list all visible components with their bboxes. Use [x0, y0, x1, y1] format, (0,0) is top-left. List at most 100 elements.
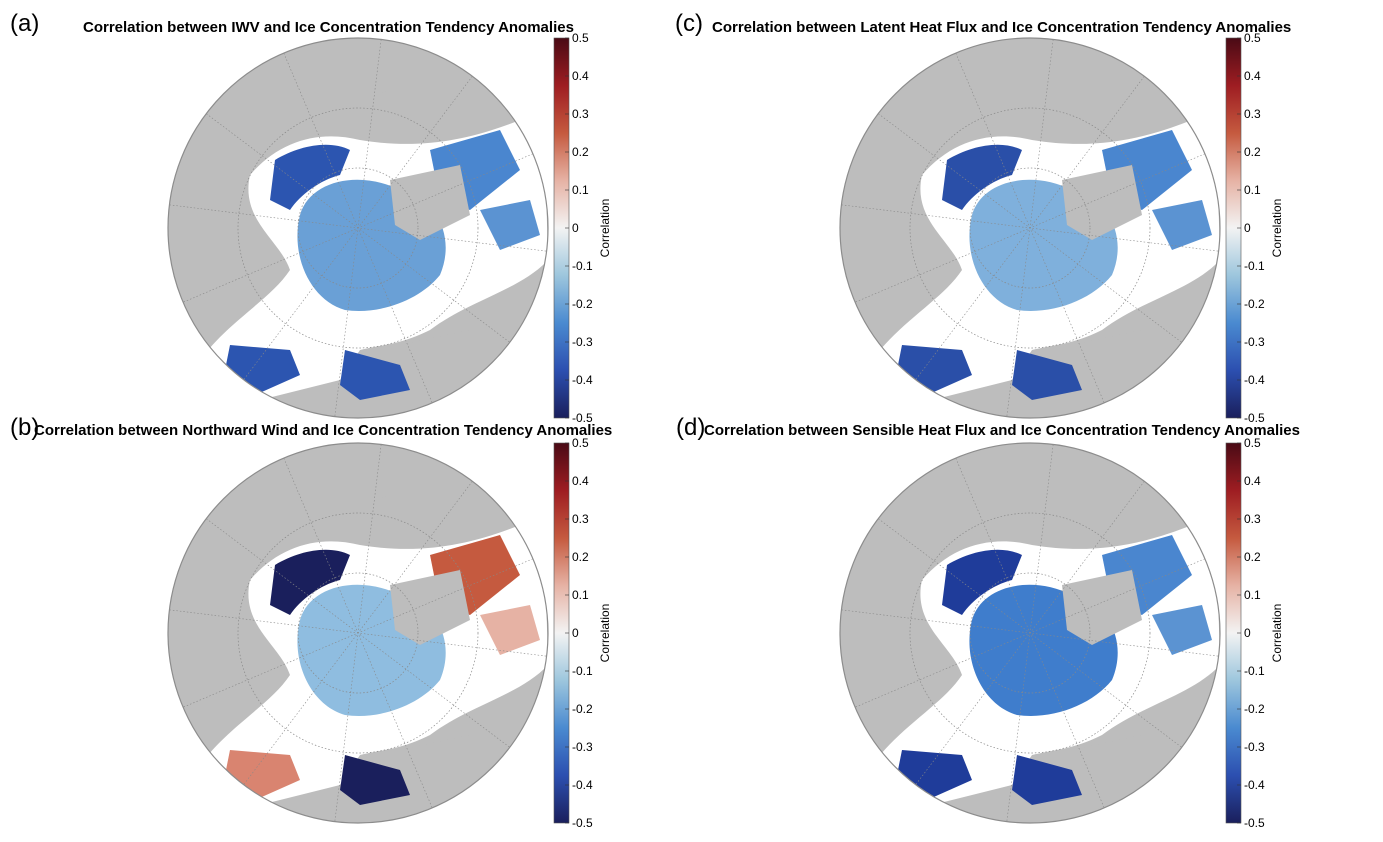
central-land	[390, 165, 470, 240]
colorbar-tick-label: 0.1	[572, 183, 589, 197]
svalbard-land	[370, 58, 395, 95]
latitude-circle	[909, 107, 1151, 349]
colorbar-tick-label: -0.4	[572, 778, 593, 792]
panel-title: Correlation between IWV and Ice Concentr…	[83, 19, 574, 36]
svalbard-land	[1042, 463, 1067, 500]
polar-map-a: 0.5 0.4 0.3 0.2 0.1 0 -0.1 -0.2 -0.3 -0.4 -0.5 Corr…	[167, 31, 612, 425]
svalbard-land	[1042, 58, 1067, 95]
colorbar-tick-label: -0.4	[1244, 373, 1265, 387]
okhotsk-field	[480, 605, 540, 655]
colorbar-tick-label: 0.5	[1244, 436, 1261, 450]
polar-map-c: 0.5 0.4 0.3 0.2 0.1 0 -0.1 -0.2 -0.3 -0.4 -0.5 Corr…	[839, 31, 1284, 425]
latitude-circle	[909, 512, 1151, 754]
colorbar-tick-label: -0.1	[1244, 259, 1265, 273]
colorbar-tick-label: -0.5	[572, 411, 593, 425]
panel-title: Correlation between Latent Heat Flux and…	[712, 19, 1292, 36]
colorbar-tick-label: -0.3	[572, 740, 593, 754]
okhotsk-field	[1152, 605, 1212, 655]
panel-letter: (c)	[675, 10, 703, 37]
okhotsk-field	[480, 200, 540, 250]
colorbar-tick-label: 0.4	[572, 69, 589, 83]
colorbar-tick-label: 0.1	[1244, 183, 1261, 197]
hudson-field	[340, 755, 410, 805]
colorbar-tick-label: 0.2	[1244, 145, 1261, 159]
colorbar-tick-label: 0	[572, 221, 579, 235]
map-disc	[168, 38, 548, 418]
colorbar-tick-label: -0.3	[1244, 335, 1265, 349]
latitude-circle	[297, 572, 419, 694]
map-disc	[168, 443, 548, 823]
colorbar-tick-label: -0.5	[1244, 816, 1265, 830]
barents-field	[270, 144, 350, 210]
colorbar-label: Correlation	[1270, 604, 1284, 663]
colorbar-tick-label: 0.3	[572, 512, 589, 526]
colorbar-label: Correlation	[1270, 199, 1284, 258]
colorbar-tick-label: 0	[572, 626, 579, 640]
colorbar-tick-label: 0.4	[1244, 474, 1261, 488]
hudson-field	[1012, 755, 1082, 805]
colorbar-tick-label: 0	[1244, 221, 1251, 235]
colorbar-tick-label: -0.2	[572, 297, 593, 311]
panel-title: Correlation between Northward Wind and I…	[34, 422, 613, 439]
colorbar-tick-label: 0.2	[572, 550, 589, 564]
colorbar-tick-label: -0.4	[572, 373, 593, 387]
panel-d: (d) Correlation between Sensible Heat Fl…	[672, 405, 1363, 830]
barents-field	[942, 144, 1022, 210]
colorbar-tick-label: -0.2	[572, 702, 593, 716]
colorbar-tick-label: 0.5	[572, 436, 589, 450]
colorbar-tick-label: -0.3	[1244, 740, 1265, 754]
colorbar-label: Correlation	[598, 199, 612, 258]
colorbar-tick-label: 0.3	[572, 107, 589, 121]
colorbar-tick-label: -0.4	[1244, 778, 1265, 792]
colorbar-tick-label: 0.2	[1244, 550, 1261, 564]
panel-title: Correlation between Sensible Heat Flux a…	[704, 422, 1300, 439]
panel-a: (a) Correlation between IWV and Ice Conc…	[0, 0, 691, 425]
colorbar-tick-label: 0.4	[1244, 69, 1261, 83]
map-outline	[839, 37, 1221, 419]
latitude-circle	[297, 167, 419, 289]
colorbar-tick-label: 0.5	[1244, 31, 1261, 45]
latitude-circle	[969, 572, 1091, 694]
colorbar-tick-label: 0.1	[572, 588, 589, 602]
meridian-line	[182, 153, 534, 303]
panel-letter: (b)	[10, 414, 40, 441]
colorbar-tick-label: -0.2	[1244, 297, 1265, 311]
colorbar-label: Correlation	[598, 604, 612, 663]
colorbar-tick-label: 0.1	[1244, 588, 1261, 602]
polar-map-d: 0.5 0.4 0.3 0.2 0.1 0 -0.1 -0.2 -0.3 -0.4 -0.5 Corr…	[839, 436, 1284, 830]
latitude-circle	[237, 107, 479, 349]
central-land	[390, 570, 470, 645]
hudson-field	[340, 350, 410, 400]
map-outline	[167, 442, 549, 824]
okhotsk-field	[1152, 200, 1212, 250]
latitude-circle	[237, 512, 479, 754]
colorbar-tick-label: 0.2	[572, 145, 589, 159]
colorbar-tick-label: -0.3	[572, 335, 593, 349]
panel-c: (c) Correlation between Latent Heat Flux…	[672, 0, 1363, 425]
hudson-field	[1012, 350, 1082, 400]
meridian-line	[854, 153, 1206, 303]
meridian-line	[182, 558, 534, 708]
colorbar-tick-label: -0.1	[572, 664, 593, 678]
map-disc	[840, 38, 1220, 418]
polar-map-b: 0.5 0.4 0.3 0.2 0.1 0 -0.1 -0.2 -0.3 -0.4 -0.5 Corr…	[167, 436, 612, 830]
map-outline	[167, 37, 549, 419]
map-outline	[839, 442, 1221, 824]
panel-b: (b) Correlation between Northward Wind a…	[0, 405, 691, 830]
colorbar-tick-label: -0.5	[1244, 411, 1265, 425]
central-land	[1062, 570, 1142, 645]
barents-field	[270, 549, 350, 615]
map-disc	[840, 443, 1220, 823]
colorbar-tick-label: 0	[1244, 626, 1251, 640]
latitude-circle	[969, 167, 1091, 289]
colorbar-tick-label: -0.1	[572, 259, 593, 273]
colorbar-tick-label: 0.5	[572, 31, 589, 45]
central-land	[1062, 165, 1142, 240]
colorbar-tick-label: -0.1	[1244, 664, 1265, 678]
colorbar-tick-label: 0.4	[572, 474, 589, 488]
colorbar-tick-label: -0.5	[572, 816, 593, 830]
panel-letter: (a)	[10, 10, 40, 37]
panel-letter: (d)	[676, 414, 706, 441]
svalbard-land	[370, 463, 395, 500]
barents-field	[942, 549, 1022, 615]
